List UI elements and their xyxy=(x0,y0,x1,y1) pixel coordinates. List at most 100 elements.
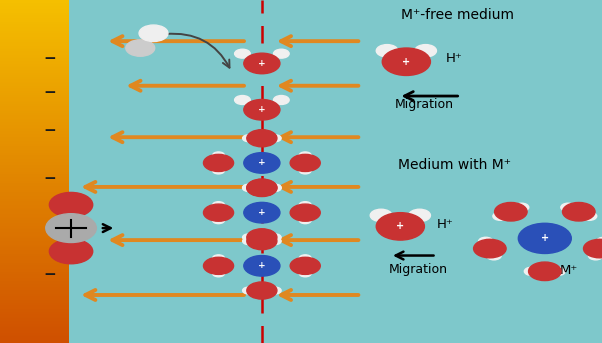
Bar xyxy=(0,2,69,3)
Circle shape xyxy=(244,153,280,173)
Circle shape xyxy=(273,49,289,58)
Bar xyxy=(0,306,69,308)
Bar xyxy=(0,161,69,162)
Bar xyxy=(0,273,69,274)
Bar xyxy=(0,188,69,189)
Text: −: − xyxy=(43,123,57,138)
Bar xyxy=(0,102,69,103)
Bar xyxy=(0,59,69,61)
Bar xyxy=(0,236,69,237)
Circle shape xyxy=(290,257,320,274)
Bar xyxy=(0,74,69,75)
Bar xyxy=(0,182,69,183)
Bar xyxy=(0,65,69,66)
Bar xyxy=(0,222,69,223)
Bar xyxy=(0,251,69,253)
Circle shape xyxy=(235,49,250,58)
Bar xyxy=(0,152,69,153)
Bar xyxy=(0,47,69,48)
Bar xyxy=(0,342,69,343)
Bar xyxy=(0,267,69,268)
Bar xyxy=(0,144,69,145)
Circle shape xyxy=(474,239,506,258)
Text: −: − xyxy=(43,51,57,66)
Bar xyxy=(0,237,69,238)
Bar xyxy=(0,327,69,328)
Bar xyxy=(0,103,69,104)
Circle shape xyxy=(269,234,281,241)
Bar xyxy=(0,133,69,134)
Bar xyxy=(0,315,69,316)
Bar xyxy=(0,42,69,44)
Circle shape xyxy=(582,212,597,220)
Bar xyxy=(0,318,69,319)
Bar xyxy=(0,202,69,203)
Circle shape xyxy=(269,184,281,191)
Bar xyxy=(0,15,69,16)
Bar xyxy=(0,200,69,201)
Bar xyxy=(0,158,69,159)
Bar xyxy=(0,85,69,86)
Bar xyxy=(0,128,69,129)
Bar xyxy=(0,123,69,125)
Bar xyxy=(0,79,69,80)
Circle shape xyxy=(126,40,155,56)
Bar xyxy=(0,50,69,51)
Circle shape xyxy=(269,238,281,245)
Circle shape xyxy=(203,154,234,172)
Bar xyxy=(0,58,69,59)
Bar xyxy=(0,225,69,226)
Bar xyxy=(0,169,69,170)
Bar xyxy=(0,317,69,318)
Text: +: + xyxy=(258,208,265,217)
Circle shape xyxy=(243,287,255,294)
Bar xyxy=(0,9,69,10)
Bar xyxy=(0,239,69,240)
Bar xyxy=(0,18,69,20)
Bar xyxy=(0,114,69,116)
Bar xyxy=(0,326,69,327)
Bar xyxy=(0,292,69,293)
Bar xyxy=(0,319,69,320)
Bar xyxy=(0,72,69,73)
Bar xyxy=(0,278,69,279)
Bar xyxy=(0,149,69,150)
Bar xyxy=(0,164,69,165)
Bar xyxy=(0,134,69,135)
Bar xyxy=(0,221,69,222)
Bar xyxy=(0,294,69,295)
Bar xyxy=(0,333,69,334)
Bar xyxy=(0,70,69,71)
Bar xyxy=(0,8,69,9)
Bar xyxy=(0,107,69,109)
Bar xyxy=(0,255,69,256)
Bar xyxy=(0,196,69,197)
Bar xyxy=(0,68,69,69)
Bar xyxy=(0,116,69,117)
Circle shape xyxy=(243,135,255,142)
Text: −: − xyxy=(43,222,57,237)
Bar xyxy=(0,297,69,298)
Bar xyxy=(0,52,69,54)
Circle shape xyxy=(243,185,255,191)
Bar xyxy=(0,151,69,152)
Circle shape xyxy=(243,238,255,245)
Circle shape xyxy=(247,179,277,196)
Bar xyxy=(0,213,69,214)
Bar xyxy=(0,184,69,185)
Bar xyxy=(0,299,69,301)
Bar xyxy=(0,157,69,158)
Bar xyxy=(0,121,69,122)
Circle shape xyxy=(247,179,277,197)
Bar xyxy=(0,246,69,247)
Bar xyxy=(0,305,69,306)
Bar xyxy=(0,71,69,72)
Bar xyxy=(0,155,69,157)
Bar xyxy=(0,147,69,149)
Bar xyxy=(0,28,69,30)
Bar xyxy=(0,87,69,88)
Text: +: + xyxy=(541,233,549,244)
Bar xyxy=(0,122,69,123)
Circle shape xyxy=(273,95,289,104)
Bar xyxy=(0,32,69,33)
